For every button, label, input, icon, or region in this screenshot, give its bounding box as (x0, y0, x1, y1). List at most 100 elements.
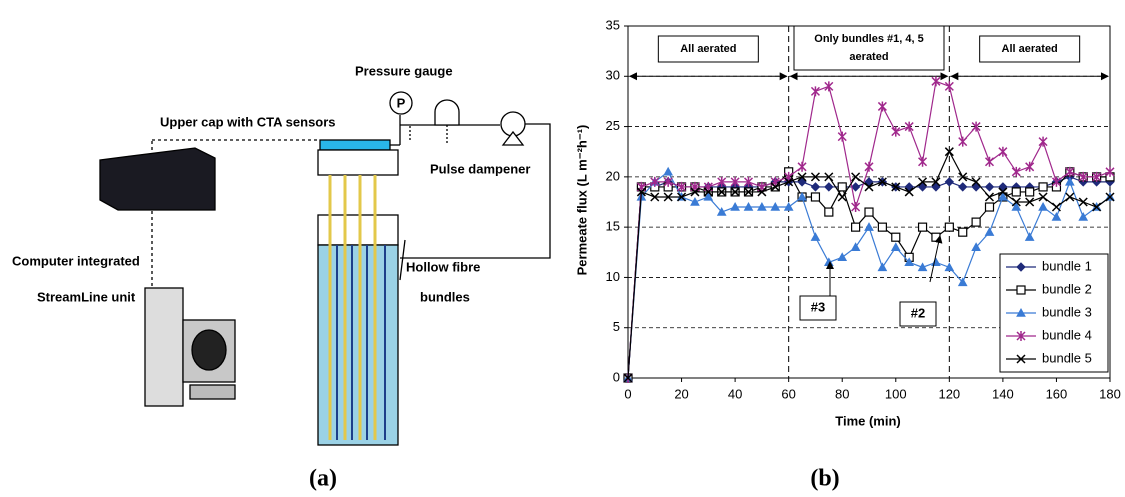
data-point (1038, 192, 1048, 202)
legend-marker (1016, 307, 1026, 317)
x-axis-label: Time (min) (835, 413, 901, 428)
label: P (397, 95, 406, 110)
data-point (1025, 161, 1035, 172)
data-point (984, 202, 995, 212)
data-point (944, 147, 954, 157)
data-point (998, 191, 1008, 201)
data-point (810, 172, 820, 182)
label: bundles (420, 289, 470, 304)
data-point (1011, 197, 1021, 207)
data-point (891, 126, 901, 137)
caption: (b) (810, 466, 839, 492)
data-point (730, 187, 740, 197)
data-point (1051, 212, 1062, 221)
y-tick-label: 30 (606, 68, 620, 83)
data-point (824, 81, 834, 92)
data-point (931, 257, 941, 267)
data-point (1038, 201, 1048, 211)
data-point (1011, 187, 1021, 197)
data-point (783, 201, 794, 211)
pulse-dampener (434, 99, 460, 126)
x-tick-label: 80 (835, 386, 849, 401)
x-tick-label: 60 (781, 386, 795, 401)
data-point (663, 176, 673, 187)
data-point (770, 201, 781, 211)
data-point (743, 201, 754, 211)
data-point (944, 177, 955, 187)
legend-label: bundle 4 (1042, 327, 1092, 342)
y-tick-label: 5 (613, 319, 620, 334)
data-point (971, 217, 981, 227)
data-point (837, 182, 847, 192)
data-point (797, 191, 807, 201)
phase-label: Only bundles #1, 4, 5 (814, 33, 923, 45)
data-point (636, 187, 646, 197)
legend-marker (1016, 285, 1026, 295)
legend-label: bundle 3 (1042, 304, 1092, 319)
callout-label: #3 (811, 299, 825, 314)
data-point (850, 182, 861, 192)
data-point (958, 227, 968, 237)
data-point (1038, 182, 1048, 192)
data-point (904, 187, 914, 197)
legend-label: bundle 2 (1042, 281, 1092, 296)
data-point (797, 172, 807, 182)
data-point (784, 177, 794, 187)
data-point (623, 373, 633, 383)
data-point (1024, 232, 1035, 241)
data-point (1105, 192, 1115, 202)
phase-box (979, 35, 1081, 63)
data-point (1092, 171, 1102, 182)
computer-tower (144, 287, 184, 407)
caption: (a) (309, 466, 337, 492)
y-tick-label: 0 (613, 369, 620, 384)
x-tick-label: 160 (1046, 386, 1068, 401)
data-point (717, 187, 727, 197)
data-point (931, 76, 941, 87)
data-point (1011, 201, 1022, 211)
data-point (1038, 136, 1048, 147)
data-point (1078, 212, 1089, 221)
data-point (877, 101, 887, 112)
label: Pressure gauge (355, 63, 453, 78)
data-point (1065, 192, 1075, 202)
data-point (677, 181, 687, 192)
x-tick-label: 140 (992, 386, 1014, 401)
callout-box (799, 295, 837, 321)
data-point (1025, 187, 1035, 197)
label: StreamLine unit (37, 289, 136, 304)
data-point (770, 182, 780, 192)
label: Upper cap with CTA sensors (160, 114, 336, 129)
phase-box (793, 25, 945, 71)
data-point (703, 191, 714, 201)
data-point (757, 201, 767, 211)
data-point (931, 177, 941, 187)
data-point (677, 192, 687, 202)
pressure-gauge (389, 91, 413, 115)
x-tick-label: 120 (938, 386, 960, 401)
data-point (743, 187, 754, 197)
x-tick-label: 0 (624, 386, 631, 401)
y-tick-label: 25 (606, 118, 620, 133)
pipe (400, 123, 551, 259)
data-point (851, 172, 861, 182)
phase-box (657, 35, 759, 63)
phase-label: All aerated (680, 43, 736, 55)
legend-marker (1016, 354, 1026, 364)
data-point (904, 121, 914, 132)
data-point (918, 177, 928, 187)
callout-box (899, 301, 937, 327)
data-point (917, 222, 928, 232)
data-point (663, 192, 673, 202)
data-point (904, 257, 915, 267)
data-point (917, 262, 928, 272)
label: Hollow fibre (406, 259, 480, 274)
data-point (663, 166, 674, 176)
data-point (958, 182, 968, 192)
data-point (984, 192, 995, 202)
data-point (650, 176, 660, 187)
keyboard (189, 384, 236, 400)
data-point (690, 196, 700, 206)
data-point (690, 187, 700, 197)
data-point (1078, 197, 1088, 207)
